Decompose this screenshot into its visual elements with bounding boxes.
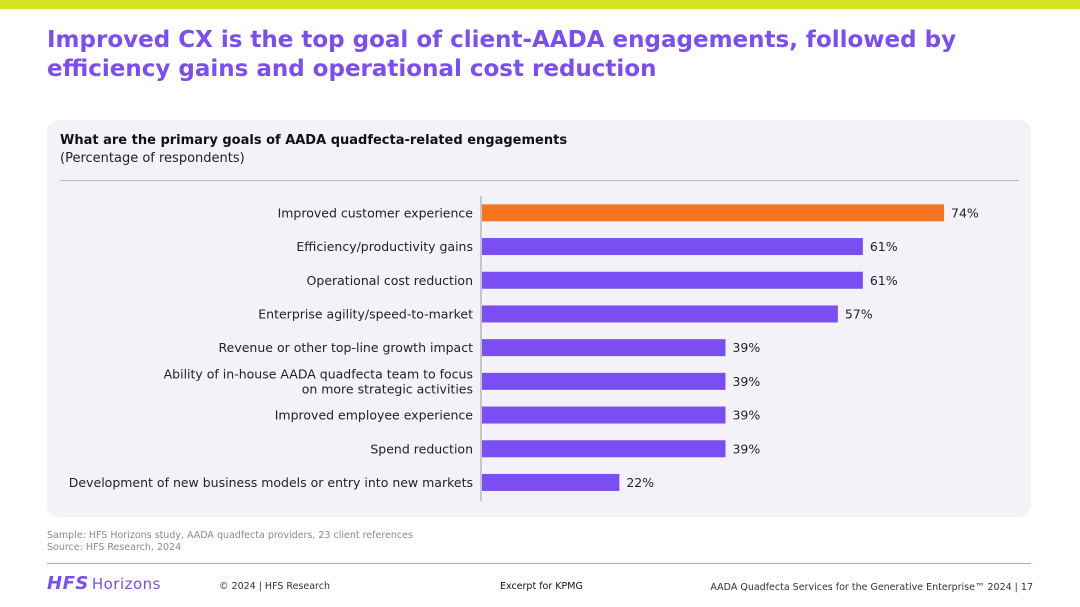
logo-horizons-text: Horizons (91, 575, 161, 593)
value-label-7: 39% (732, 441, 760, 456)
value-label-0: 74% (951, 205, 979, 220)
bar-5 (482, 372, 726, 390)
category-label-5: Ability of in-house AADA quadfecta team … (164, 366, 473, 396)
slide-title: Improved CX is the top goal of client-AA… (47, 27, 957, 82)
category-label-7: Spend reduction (370, 441, 473, 456)
report-title-page: AADA Quadfecta Services for the Generati… (710, 582, 1033, 593)
category-label-6: Improved employee experience (275, 408, 474, 423)
source-note: Source: HFS Research, 2024 (47, 542, 182, 553)
bar-1 (482, 238, 863, 256)
hfs-horizons-logo: HFS Horizons (47, 573, 161, 594)
sample-note: Sample: HFS Horizons study, AADA quadfec… (47, 530, 413, 541)
bar-6 (482, 406, 726, 424)
logo-hfs-text: HFS (47, 573, 89, 594)
value-label-2: 61% (870, 273, 898, 288)
value-label-8: 22% (626, 475, 654, 490)
bar-2 (482, 271, 863, 289)
chart-divider (60, 180, 1019, 181)
category-label-2: Operational cost reduction (307, 273, 473, 288)
bar-3 (482, 305, 838, 323)
category-label-4: Revenue or other top-line growth impact (219, 340, 474, 355)
footer-divider (47, 563, 1031, 564)
category-label-8: Development of new business models or en… (69, 475, 473, 490)
category-label-3: Enterprise agility/speed-to-market (258, 306, 473, 321)
value-label-1: 61% (870, 239, 898, 254)
category-label-0: Improved customer experience (278, 205, 474, 220)
chart-title: What are the primary goals of AADA quadf… (60, 133, 568, 148)
value-label-3: 57% (845, 306, 873, 321)
value-label-4: 39% (732, 340, 760, 355)
excerpt-label: Excerpt for KPMG (500, 581, 583, 592)
value-label-5: 39% (732, 374, 760, 389)
top-accent-bar (0, 0, 1080, 9)
bar-4 (482, 339, 726, 357)
chart-subtitle: (Percentage of respondents) (60, 151, 245, 166)
copyright: © 2024 | HFS Research (219, 581, 331, 592)
value-label-6: 39% (732, 408, 760, 423)
category-label-1: Efficiency/productivity gains (296, 239, 473, 254)
bar-0 (482, 204, 944, 222)
bar-7 (482, 440, 726, 458)
bar-8 (482, 473, 620, 491)
